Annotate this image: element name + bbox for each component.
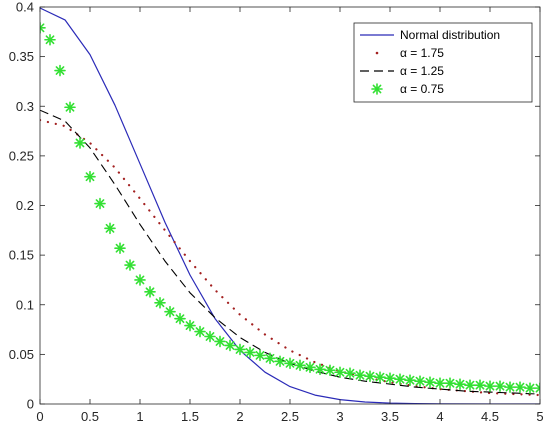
x-tick-label: 4.5 <box>481 409 499 424</box>
data-point <box>244 346 256 359</box>
series-0-75 <box>40 22 540 394</box>
data-point <box>504 381 516 393</box>
data-point <box>494 380 506 392</box>
data-point <box>444 377 456 389</box>
data-point <box>264 352 276 365</box>
data-point <box>184 319 196 332</box>
y-tick-label: 0.35 <box>9 49 34 64</box>
x-tick-label: 3.5 <box>381 409 399 424</box>
data-point <box>224 339 236 352</box>
legend-marker <box>371 83 383 95</box>
x-tick-label: 1 <box>136 409 143 424</box>
data-point <box>284 357 296 370</box>
data-point <box>40 22 46 34</box>
data-point <box>234 343 246 356</box>
data-point <box>424 376 436 388</box>
data-point <box>364 370 376 383</box>
data-point <box>54 64 66 77</box>
data-point <box>214 335 226 348</box>
data-point <box>94 197 106 210</box>
data-point <box>104 222 116 235</box>
y-tick-label: 0.25 <box>9 148 34 163</box>
y-tick-label: 0.3 <box>16 99 34 114</box>
legend-label: Normal distribution <box>400 28 500 42</box>
y-tick-label: 0 <box>27 397 34 412</box>
data-point <box>394 373 406 385</box>
x-tick-label: 0.5 <box>81 409 99 424</box>
data-point <box>354 369 366 382</box>
data-point <box>304 361 316 374</box>
data-point <box>474 379 486 391</box>
x-tick-label: 5 <box>536 409 543 424</box>
data-point <box>514 381 526 393</box>
data-point <box>404 374 416 386</box>
series-1-25-line <box>40 109 540 395</box>
x-tick-label: 2.5 <box>281 409 299 424</box>
data-point <box>384 372 396 384</box>
legend-label: α = 0.75 <box>400 82 444 96</box>
data-point <box>124 259 136 271</box>
data-point <box>134 274 146 286</box>
data-point <box>294 359 306 372</box>
data-point <box>274 355 286 368</box>
data-point <box>194 325 206 338</box>
data-point <box>324 364 336 377</box>
data-point <box>84 170 96 183</box>
x-tick-label: 0 <box>36 409 43 424</box>
data-point <box>164 305 176 318</box>
data-point <box>114 242 126 254</box>
y-tick-label: 0.4 <box>16 0 34 15</box>
y-tick-label: 0.05 <box>9 347 34 362</box>
data-point <box>484 380 496 392</box>
data-point <box>454 378 466 390</box>
data-point <box>144 286 156 298</box>
data-point <box>174 312 186 325</box>
data-point <box>414 375 426 387</box>
data-point <box>344 367 356 380</box>
legend-label: α = 1.75 <box>400 46 444 60</box>
data-point <box>534 382 540 394</box>
data-point <box>154 296 166 309</box>
data-point <box>254 349 266 362</box>
x-tick-label: 2 <box>236 409 243 424</box>
data-point <box>74 137 86 149</box>
data-point <box>314 363 326 376</box>
data-point <box>434 377 446 389</box>
legend-label: α = 1.25 <box>400 64 444 78</box>
legend-marker <box>375 51 379 55</box>
y-tick-label: 0.15 <box>9 248 34 263</box>
x-tick-label: 1.5 <box>181 409 199 424</box>
data-point <box>334 366 346 379</box>
data-point <box>44 33 56 46</box>
legend <box>353 22 533 103</box>
data-point <box>464 379 476 391</box>
data-point <box>64 101 76 114</box>
data-point <box>524 382 536 394</box>
y-tick-label: 0.1 <box>16 297 34 312</box>
data-point <box>204 330 216 343</box>
x-tick-label: 4 <box>436 409 443 424</box>
data-point <box>374 371 386 384</box>
x-tick-label: 3 <box>336 409 343 424</box>
y-tick-label: 0.2 <box>16 198 34 213</box>
